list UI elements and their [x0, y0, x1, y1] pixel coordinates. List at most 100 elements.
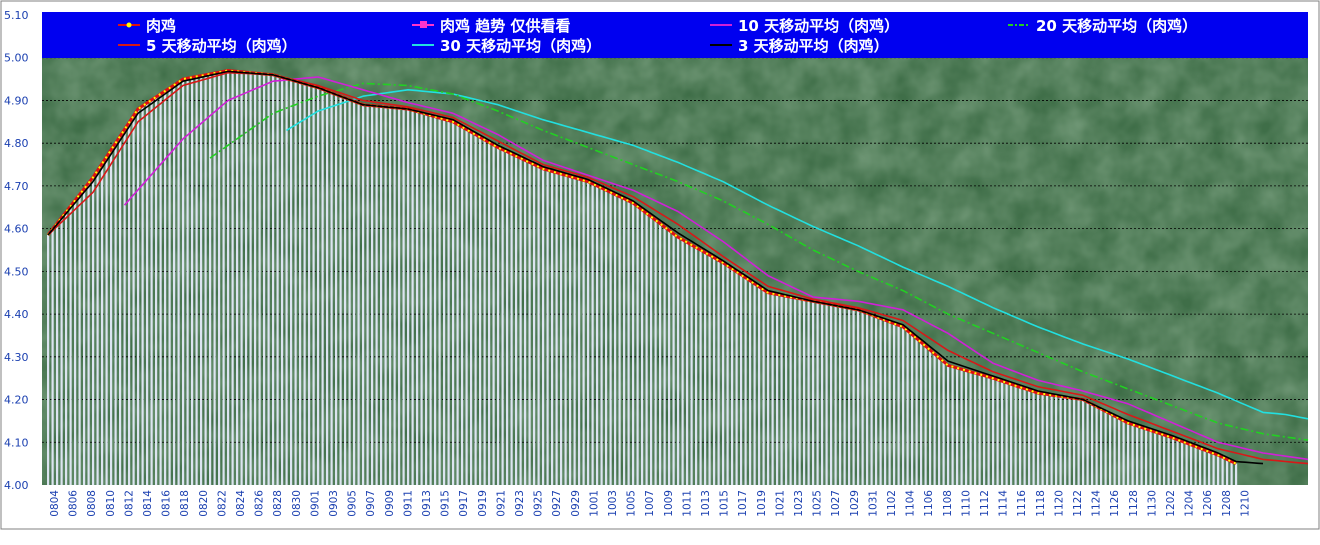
volume-bar: [942, 361, 945, 485]
x-tick-label: 0915: [440, 490, 452, 517]
volume-bar: [650, 216, 653, 485]
volume-bar: [888, 321, 891, 485]
x-tick-label: 0929: [570, 490, 582, 517]
volume-bar: [1145, 429, 1148, 485]
legend-marker: [420, 21, 427, 28]
volume-bar: [452, 121, 455, 486]
volume-bar: [483, 139, 486, 486]
volume-bar: [992, 378, 995, 485]
volume-bar: [456, 124, 459, 486]
volume-bar: [789, 297, 792, 485]
volume-bar: [915, 338, 918, 485]
volume-bar: [222, 71, 225, 486]
x-tick-label: 0814: [142, 490, 154, 517]
x-tick-label: 1102: [886, 490, 898, 517]
x-tick-label: 1005: [626, 490, 638, 517]
volume-bar: [425, 114, 428, 485]
volume-bar: [632, 203, 635, 485]
x-tick-label: 0806: [68, 490, 80, 517]
volume-bar: [416, 111, 419, 485]
volume-bar: [312, 86, 315, 486]
volume-bar: [474, 134, 477, 485]
legend-marker: [126, 22, 132, 28]
volume-bar: [249, 72, 252, 485]
volume-bar: [78, 194, 81, 485]
volume-bar: [690, 244, 693, 485]
volume-bar: [839, 306, 842, 485]
volume-bar: [951, 366, 954, 485]
volume-bar: [1176, 439, 1179, 485]
volume-bar: [96, 170, 99, 485]
volume-bar: [834, 305, 837, 485]
x-tick-label: 0820: [198, 490, 210, 517]
volume-bar: [528, 162, 531, 485]
volume-bar: [861, 311, 864, 485]
x-tick-label: 0919: [477, 490, 489, 517]
series-lines: [46, 69, 1309, 465]
volume-bar: [434, 116, 437, 485]
volume-bar: [1032, 391, 1035, 485]
x-tick-label: 1007: [644, 490, 656, 517]
volume-bar: [569, 176, 572, 485]
x-tick-label: 1108: [942, 490, 954, 517]
x-tick-label: 1118: [1035, 490, 1047, 517]
volume-bar: [938, 357, 941, 485]
x-tick-label: 1031: [867, 490, 879, 517]
volume-bar: [366, 105, 369, 485]
volume-bar: [1131, 424, 1134, 485]
volume-bar: [353, 101, 356, 486]
volume-bar: [686, 242, 689, 485]
volume-bar: [614, 194, 617, 485]
volume-bar: [821, 303, 824, 485]
x-tick-label: 1017: [737, 490, 749, 517]
volume-bar: [267, 74, 270, 486]
volume-bar: [708, 255, 711, 485]
volume-bar: [609, 192, 612, 486]
volume-bar: [987, 376, 990, 485]
volume-bar: [236, 71, 239, 486]
volume-bar: [893, 323, 896, 485]
volume-bar: [785, 296, 788, 485]
legend-label: 20 天移动平均（肉鸡）: [1036, 17, 1197, 35]
volume-bar: [794, 297, 797, 485]
volume-bar: [758, 286, 761, 485]
y-tick-label: 4.00: [4, 479, 29, 492]
volume-bar: [497, 147, 500, 485]
volume-bar: [375, 106, 378, 485]
volume-bar: [443, 119, 446, 486]
volume-bar: [677, 237, 680, 485]
volume-bar: [65, 212, 68, 485]
volume-bar: [1059, 396, 1062, 485]
series-line-ma30: [286, 89, 1309, 420]
volume-bar: [47, 235, 50, 485]
x-tick-label: 1003: [607, 490, 619, 517]
volume-bar: [740, 274, 743, 485]
volume-bar: [137, 109, 140, 485]
x-tick-label: 0804: [49, 490, 61, 517]
volume-bar: [996, 379, 999, 485]
x-tick-label: 1206: [1202, 490, 1214, 517]
volume-bar: [83, 188, 86, 485]
volume-bar: [240, 71, 243, 486]
x-tick-label: 1122: [1072, 490, 1084, 517]
volume-bar: [852, 309, 855, 485]
volume-bar: [285, 78, 288, 485]
volume-bar: [825, 303, 828, 485]
volume-bar: [803, 299, 806, 485]
x-tick-label: 1204: [1184, 490, 1196, 517]
volume-bar: [1127, 423, 1130, 485]
volume-bar: [402, 108, 405, 485]
y-tick-label: 5.10: [4, 9, 29, 22]
x-tick-label: 0828: [272, 490, 284, 517]
volume-bar: [132, 115, 135, 486]
volume-bar: [303, 83, 306, 486]
volume-bar: [263, 74, 266, 485]
volume-bar: [218, 72, 221, 486]
y-tick-label: 4.80: [4, 137, 29, 150]
volume-bar: [1068, 397, 1071, 485]
volume-bar: [1217, 455, 1220, 485]
x-tick-label: 0810: [105, 490, 117, 517]
volume-bar: [731, 268, 734, 485]
volume-bar: [213, 73, 216, 485]
x-tick-label: 1210: [1239, 490, 1251, 517]
